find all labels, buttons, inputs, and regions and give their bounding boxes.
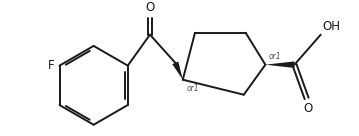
- Text: or1: or1: [187, 84, 199, 93]
- Polygon shape: [172, 61, 183, 80]
- Text: or1: or1: [268, 52, 281, 61]
- Polygon shape: [265, 61, 294, 68]
- Text: O: O: [303, 102, 312, 115]
- Text: OH: OH: [323, 20, 341, 33]
- Text: F: F: [48, 59, 55, 72]
- Text: O: O: [145, 1, 155, 14]
